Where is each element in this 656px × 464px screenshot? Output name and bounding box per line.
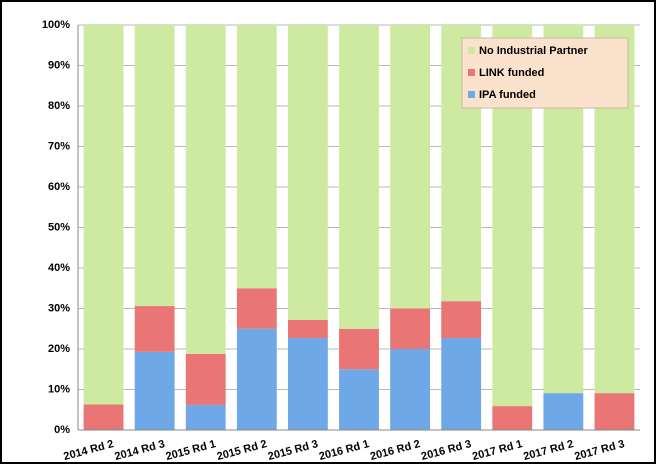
bar-segment [390,25,431,309]
bar-segment [236,288,277,329]
bar-segment [83,404,124,430]
y-tick-label: 10% [48,383,70,395]
legend-swatch [468,69,475,76]
legend-label: IPA funded [479,89,536,101]
bar-segment [390,349,431,430]
y-tick-label: 100% [42,19,70,31]
bar-segment [390,308,431,349]
bar-segment [236,25,277,289]
bar-segment [83,25,124,405]
bar-segment [287,25,328,320]
bar-segment [134,351,175,430]
bar-segment [185,353,226,405]
bar-segment [185,404,226,430]
bar-segment [287,338,328,430]
bar-segment [594,393,635,430]
y-tick-label: 0% [54,424,70,436]
y-tick-label: 60% [48,181,70,193]
y-tick-label: 70% [48,140,70,152]
legend-label: No Industrial Partner [479,45,589,57]
y-tick-label: 20% [48,343,70,355]
bar-segment [441,338,482,430]
bar-segment [543,393,584,430]
bar-segment [134,25,175,307]
y-tick-label: 50% [48,221,70,233]
y-tick-label: 90% [48,59,70,71]
bar-segment [185,25,226,354]
y-tick-label: 30% [48,302,70,314]
y-tick-label: 80% [48,100,70,112]
bar-segment [134,306,175,352]
bar-segment [287,319,328,339]
y-tick-label: 40% [48,262,70,274]
bar-segment [492,406,533,430]
bar-segment [441,301,482,339]
bar-segment [339,369,379,430]
legend-swatch [468,91,475,98]
bar-segment [339,25,379,329]
legend-label: LINK funded [479,67,544,79]
bar-segment [339,328,379,370]
legend-box [461,37,629,109]
bar-segment [236,328,277,430]
legend-swatch [468,47,475,54]
